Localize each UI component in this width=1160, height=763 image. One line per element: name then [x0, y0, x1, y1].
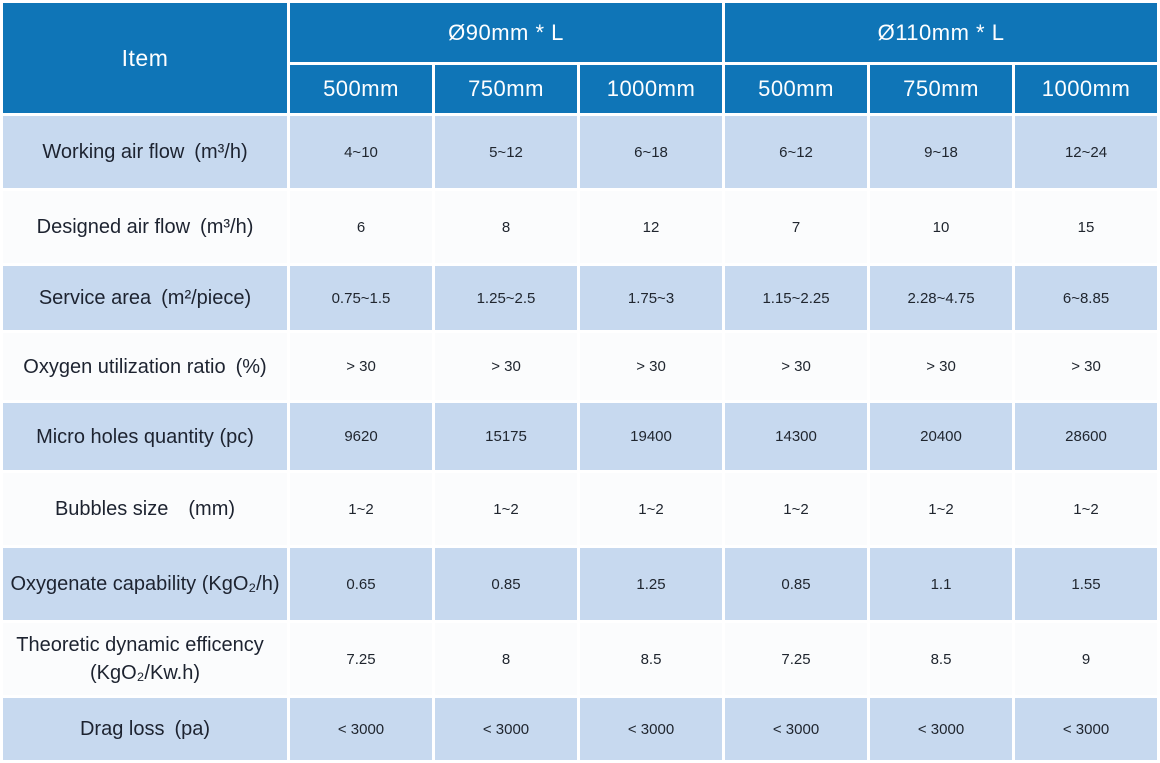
header-group-90mm: Ø90mm * L [290, 3, 723, 62]
header-size-90-750mm: 750mm [435, 65, 577, 113]
cell: > 30 [580, 333, 723, 400]
cell: > 30 [725, 333, 868, 400]
cell: > 30 [435, 333, 577, 400]
cell: 28600 [1015, 403, 1158, 470]
cell: 12 [580, 191, 723, 263]
table-row: Theoretic dynamic efficency (KgO₂/Kw.h) … [3, 623, 1158, 695]
header-size-90-1000mm: 1000mm [580, 65, 723, 113]
row-label: Working air flow (m³/h) [3, 116, 287, 188]
table-row: Service area (m²/piece) 0.75~1.5 1.25~2.… [3, 266, 1158, 330]
header-size-row: 500mm 750mm 1000mm 500mm 750mm 1000mm [3, 65, 1158, 113]
cell: 15 [1015, 191, 1158, 263]
header-item: Item [3, 3, 287, 113]
cell: 1.15~2.25 [725, 266, 868, 330]
cell: 4~10 [290, 116, 432, 188]
table-row: Working air flow (m³/h) 4~10 5~12 6~18 6… [3, 116, 1158, 188]
cell: 1.75~3 [580, 266, 723, 330]
cell: 6~18 [580, 116, 723, 188]
cell: 0.65 [290, 548, 432, 620]
row-label: Micro holes quantity (pc) [3, 403, 287, 470]
cell: 9~18 [870, 116, 1013, 188]
row-label: Oxygenate capability (KgO₂/h) [3, 548, 287, 620]
table-row: Bubbles size (mm) 1~2 1~2 1~2 1~2 1~2 1~… [3, 473, 1158, 545]
cell: 7.25 [290, 623, 432, 695]
cell: 8.5 [870, 623, 1013, 695]
cell: 6~12 [725, 116, 868, 188]
cell: 1~2 [435, 473, 577, 545]
cell: 2.28~4.75 [870, 266, 1013, 330]
row-label: Drag loss (pa) [3, 698, 287, 760]
cell: 8.5 [580, 623, 723, 695]
cell: 7.25 [725, 623, 868, 695]
cell: 0.75~1.5 [290, 266, 432, 330]
cell: 5~12 [435, 116, 577, 188]
header-group-110mm: Ø110mm * L [725, 3, 1158, 62]
cell: < 3000 [290, 698, 432, 760]
cell: 19400 [580, 403, 723, 470]
header-size-110-1000mm: 1000mm [1015, 65, 1158, 113]
row-label: Theoretic dynamic efficency (KgO₂/Kw.h) [3, 623, 287, 695]
cell: 0.85 [435, 548, 577, 620]
cell: 1~2 [870, 473, 1013, 545]
cell: 0.85 [725, 548, 868, 620]
cell: > 30 [1015, 333, 1158, 400]
cell: < 3000 [435, 698, 577, 760]
row-label: Oxygen utilization ratio (%) [3, 333, 287, 400]
cell: 9620 [290, 403, 432, 470]
table-row: Designed air flow (m³/h) 6 8 12 7 10 15 [3, 191, 1158, 263]
cell: 1~2 [725, 473, 868, 545]
table-row: Oxygen utilization ratio (%) > 30 > 30 >… [3, 333, 1158, 400]
cell: 8 [435, 623, 577, 695]
cell: > 30 [870, 333, 1013, 400]
header-size-110-500mm: 500mm [725, 65, 868, 113]
row-label: Bubbles size (mm) [3, 473, 287, 545]
table-row: Oxygenate capability (KgO₂/h) 0.65 0.85 … [3, 548, 1158, 620]
cell: 14300 [725, 403, 868, 470]
cell: < 3000 [725, 698, 868, 760]
table-row: Micro holes quantity (pc) 9620 15175 194… [3, 403, 1158, 470]
cell: 1~2 [1015, 473, 1158, 545]
cell: 1~2 [580, 473, 723, 545]
cell: 7 [725, 191, 868, 263]
cell: 12~24 [1015, 116, 1158, 188]
cell: < 3000 [1015, 698, 1158, 760]
cell: 20400 [870, 403, 1013, 470]
cell: < 3000 [580, 698, 723, 760]
cell: 8 [435, 191, 577, 263]
cell: 15175 [435, 403, 577, 470]
header-size-110-750mm: 750mm [870, 65, 1013, 113]
cell: 6~8.85 [1015, 266, 1158, 330]
cell: 9 [1015, 623, 1158, 695]
cell: > 30 [290, 333, 432, 400]
cell: 1.25 [580, 548, 723, 620]
table-row: Drag loss (pa) < 3000 < 3000 < 3000 < 30… [3, 698, 1158, 760]
cell: < 3000 [870, 698, 1013, 760]
cell: 1.25~2.5 [435, 266, 577, 330]
cell: 1.55 [1015, 548, 1158, 620]
cell: 1~2 [290, 473, 432, 545]
cell: 6 [290, 191, 432, 263]
header-size-90-500mm: 500mm [290, 65, 432, 113]
header-group-row: Item Ø90mm * L Ø110mm * L [3, 3, 1158, 113]
cell: 10 [870, 191, 1013, 263]
row-label: Designed air flow (m³/h) [3, 191, 287, 263]
cell: 1.1 [870, 548, 1013, 620]
row-label: Service area (m²/piece) [3, 266, 287, 330]
